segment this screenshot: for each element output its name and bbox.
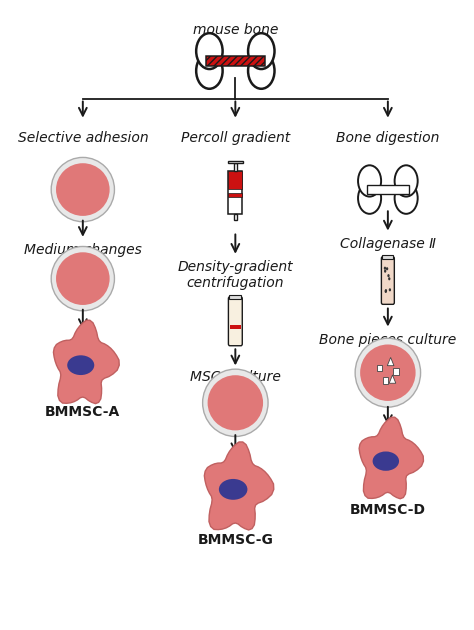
Circle shape [387,274,390,277]
Circle shape [388,277,391,280]
Text: BMMSC-D: BMMSC-D [350,503,426,517]
Text: Density-gradient
centrifugation: Density-gradient centrifugation [178,260,293,290]
Bar [228,171,242,214]
Ellipse shape [208,375,263,430]
Polygon shape [389,375,396,383]
Bar [377,365,383,372]
Circle shape [384,290,387,293]
Bar [206,56,265,66]
Text: BMMSC-G: BMMSC-G [197,532,273,547]
Text: Selective adhesion: Selective adhesion [18,131,148,146]
Bar [383,377,388,384]
Ellipse shape [51,246,114,311]
Text: mouse bone: mouse bone [192,23,278,37]
Text: Bone digestion: Bone digestion [336,131,439,146]
Circle shape [358,165,381,197]
Bar [228,193,242,197]
Bar [228,171,242,188]
Text: MSCs culture: MSCs culture [190,370,281,384]
Bar [367,185,409,194]
Text: Bone pieces culture: Bone pieces culture [319,333,456,347]
Bar [234,164,237,171]
Circle shape [248,53,274,89]
Ellipse shape [355,338,420,407]
Polygon shape [54,320,119,404]
Text: BMMSC-A: BMMSC-A [45,405,120,419]
Circle shape [389,289,391,292]
Ellipse shape [219,479,247,500]
Polygon shape [387,357,394,365]
Ellipse shape [360,345,416,401]
Bar [230,325,241,329]
Circle shape [196,53,223,89]
Circle shape [385,289,387,292]
Circle shape [384,270,386,273]
Bar [367,185,409,194]
Ellipse shape [67,355,94,375]
Ellipse shape [56,163,109,216]
Ellipse shape [56,252,109,305]
Circle shape [386,267,388,270]
Ellipse shape [373,452,399,471]
Bar [234,214,237,219]
Ellipse shape [51,158,114,222]
FancyBboxPatch shape [228,297,242,346]
Circle shape [395,183,418,214]
Circle shape [384,266,386,270]
Polygon shape [204,442,274,530]
Circle shape [248,33,274,69]
Circle shape [358,183,381,214]
Text: Collagenase Ⅱ: Collagenase Ⅱ [340,237,436,251]
Ellipse shape [202,369,268,437]
FancyBboxPatch shape [382,256,394,304]
Text: Percoll gradient: Percoll gradient [181,131,290,146]
Bar [382,255,393,258]
Bar [229,295,241,299]
Polygon shape [359,417,423,499]
Bar [393,369,399,375]
Circle shape [196,33,223,69]
Circle shape [395,165,418,197]
Bar [206,56,265,66]
Text: Medium changes: Medium changes [24,243,142,257]
Bar [228,161,243,164]
